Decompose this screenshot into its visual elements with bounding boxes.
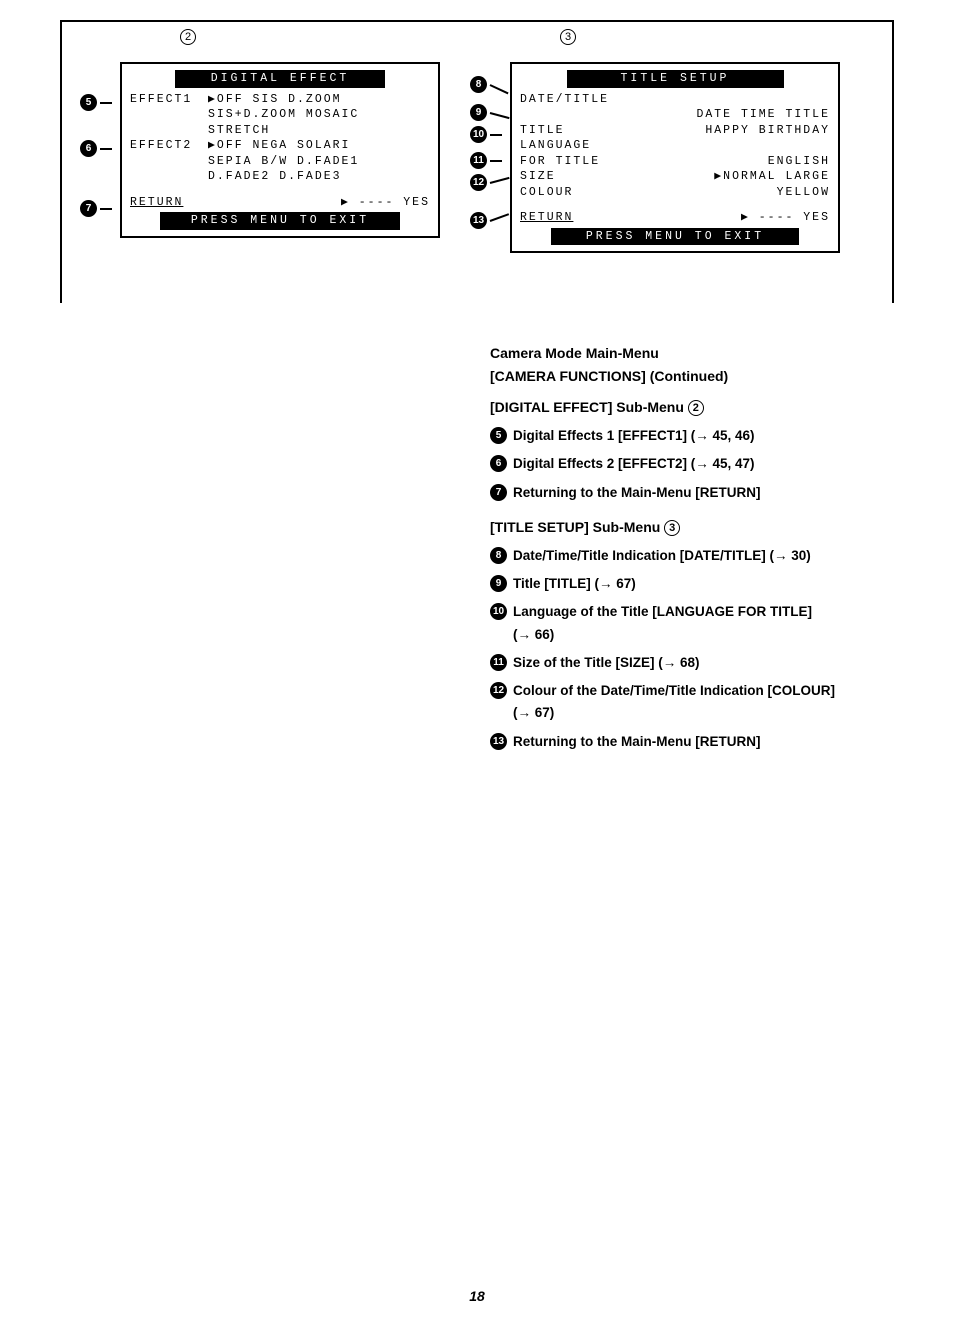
item-text-cont: (→ 67) <box>513 703 894 723</box>
item-number-icon: 5 <box>490 427 507 444</box>
body-item: 8 Date/Time/Title Indication [DATE/TITLE]… <box>490 546 894 566</box>
diagram-container: 2 5 6 7 DIGITAL EFFECT EFFECT1 ▶OFF SIS … <box>60 20 894 303</box>
item-text: Returning to the Main-Menu [RETURN] <box>513 732 760 752</box>
menu-title: TITLE SETUP <box>567 70 784 88</box>
item-text: Colour of the Date/Time/Title Indication… <box>513 681 835 701</box>
menu-footer: PRESS MENU TO EXIT <box>160 212 400 230</box>
sub-heading-1: [DIGITAL EFFECT] Sub-Menu 2 <box>490 397 894 418</box>
item-number-icon: 12 <box>490 682 507 699</box>
page-number: 18 <box>469 1288 485 1304</box>
body-heading-1: Camera Mode Main-Menu <box>490 343 894 364</box>
item-number-icon: 13 <box>490 733 507 750</box>
menu-title: DIGITAL EFFECT <box>175 70 385 88</box>
item-text: Digital Effects 1 [EFFECT1] (→ 45, 46) <box>513 426 755 446</box>
callout-11: 11 <box>470 152 505 169</box>
body-item: 10 Language of the Title [LANGUAGE FOR TI… <box>490 602 894 622</box>
item-text: Size of the Title [SIZE] (→ 68) <box>513 653 700 673</box>
submenu-number-icon: 2 <box>180 29 196 45</box>
sub-heading-2: [TITLE SETUP] Sub-Menu 3 <box>490 517 894 538</box>
callout-13: 13 <box>470 212 510 229</box>
body-item: 9 Title [TITLE] (→ 67) <box>490 574 894 594</box>
item-number-icon: 8 <box>490 547 507 564</box>
return-values: ▶ ---- YES <box>598 210 830 226</box>
callout-7: 7 <box>80 200 115 217</box>
item-text: Language of the Title [LANGUAGE FOR TITL… <box>513 602 812 622</box>
body-item: 5 Digital Effects 1 [EFFECT1] (→ 45, 46) <box>490 426 894 446</box>
callout-6: 6 <box>80 140 115 157</box>
digital-effect-menu: DIGITAL EFFECT EFFECT1 ▶OFF SIS D.ZOOM S… <box>120 62 440 238</box>
body-item: 6 Digital Effects 2 [EFFECT2] (→ 45, 47) <box>490 454 894 474</box>
callout-10: 10 <box>470 126 505 143</box>
menu-label: EFFECT1 <box>130 92 208 108</box>
callout-8: 8 <box>470 76 510 93</box>
return-label: RETURN <box>520 210 598 226</box>
item-text: Date/Time/Title Indication [DATE/TITLE] … <box>513 546 811 566</box>
manual-page: 2 5 6 7 DIGITAL EFFECT EFFECT1 ▶OFF SIS … <box>0 0 954 1332</box>
diagram-right: 3 8 9 10 11 12 <box>510 62 840 253</box>
item-number-icon: 6 <box>490 455 507 472</box>
return-values: ▶ ---- YES <box>208 195 430 211</box>
body-heading-2: [CAMERA FUNCTIONS] (Continued) <box>490 366 894 387</box>
menu-label: EFFECT2 <box>130 138 208 154</box>
item-number-icon: 10 <box>490 603 507 620</box>
diagram-left: 2 5 6 7 DIGITAL EFFECT EFFECT1 ▶OFF SIS … <box>120 62 440 238</box>
body-text: Camera Mode Main-Menu [CAMERA FUNCTIONS]… <box>490 343 894 752</box>
body-item: 7 Returning to the Main-Menu [RETURN] <box>490 483 894 503</box>
callout-9: 9 <box>470 104 510 121</box>
item-text: Returning to the Main-Menu [RETURN] <box>513 483 760 503</box>
title-setup-menu: TITLE SETUP DATE/TITLE DATE TIME TITLE T… <box>510 62 840 253</box>
item-number-icon: 9 <box>490 575 507 592</box>
item-number-icon: 11 <box>490 654 507 671</box>
callout-5: 5 <box>80 94 115 111</box>
menu-values: ▶OFF SIS D.ZOOM <box>208 92 430 108</box>
body-item: 13 Returning to the Main-Menu [RETURN] <box>490 732 894 752</box>
item-text: Title [TITLE] (→ 67) <box>513 574 636 594</box>
callout-12: 12 <box>470 174 510 191</box>
body-item: 12 Colour of the Date/Time/Title Indicati… <box>490 681 894 701</box>
menu-footer: PRESS MENU TO EXIT <box>551 228 799 246</box>
return-label: RETURN <box>130 195 208 211</box>
item-text: Digital Effects 2 [EFFECT2] (→ 45, 47) <box>513 454 755 474</box>
item-number-icon: 7 <box>490 484 507 501</box>
item-text-cont: (→ 66) <box>513 625 894 645</box>
submenu-number-icon: 3 <box>560 29 576 45</box>
body-item: 11 Size of the Title [SIZE] (→ 68) <box>490 653 894 673</box>
menu-values: ▶OFF NEGA SOLARI <box>208 138 430 154</box>
